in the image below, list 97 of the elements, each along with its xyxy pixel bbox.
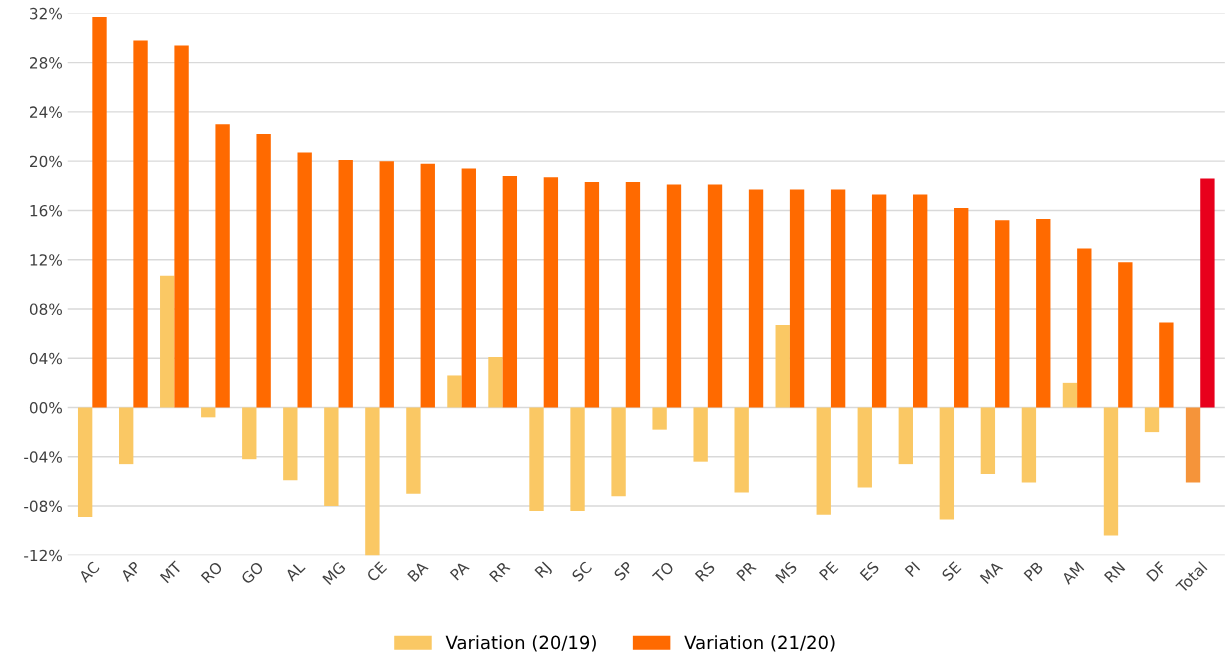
bar: [912, 194, 928, 408]
bar: [1118, 262, 1133, 408]
x-tick-label: CE: [365, 561, 388, 583]
bar: [625, 182, 641, 408]
x-tick-label: RR: [489, 560, 511, 583]
bar: [160, 275, 175, 408]
bar: [420, 163, 435, 408]
x-tick-label: MS: [774, 560, 798, 584]
x-tick-label: AM: [1060, 561, 1085, 585]
bar: [830, 189, 846, 408]
bar: [502, 175, 518, 408]
bar: [242, 407, 257, 460]
bar: [379, 161, 394, 408]
x-tick-label: PE: [818, 561, 839, 581]
bar: [365, 407, 380, 556]
bar: [1159, 322, 1174, 408]
y-tick-label: -12%: [24, 549, 62, 562]
y-tick-label: 04%: [29, 352, 62, 365]
bar: [652, 407, 667, 430]
bar: [338, 159, 353, 408]
bar: [529, 407, 544, 511]
bar: [570, 407, 585, 511]
bar: [256, 134, 271, 408]
bar: [283, 407, 298, 481]
y-tick-label: -08%: [24, 500, 62, 513]
y-tick-label: 08%: [29, 303, 62, 315]
x-tick-label: MT: [159, 560, 183, 584]
y-tick-label: 16%: [30, 204, 62, 217]
bar: [119, 407, 134, 465]
x-tick-label: AC: [77, 560, 101, 584]
bar: [748, 189, 764, 408]
bar: [447, 375, 462, 408]
x-tick-label: TO: [651, 560, 675, 584]
bar: [775, 324, 790, 408]
bar: [995, 220, 1010, 408]
bar: [816, 407, 831, 515]
bar: [201, 407, 216, 418]
y-tick-label: 24%: [30, 106, 62, 118]
bar: [215, 124, 230, 408]
bar: [543, 177, 559, 408]
y-tick-label: 32%: [30, 7, 62, 20]
x-tick-label: MG: [322, 561, 346, 586]
x-tick-label: PI: [904, 561, 921, 577]
bar: [898, 407, 913, 465]
x-tick-label: SP: [613, 560, 634, 582]
x-tick-label: PA: [449, 560, 470, 581]
bar: [611, 407, 626, 497]
bar: [1036, 219, 1051, 408]
x-tick-label: RO: [200, 560, 224, 584]
bar: [297, 152, 312, 408]
y-tick-label: 28%: [30, 57, 62, 69]
bar: [584, 182, 600, 408]
x-tick-label: PB: [1023, 561, 1044, 582]
y-tick-label: -04%: [24, 451, 62, 463]
bar: [1062, 382, 1078, 408]
bar: [857, 407, 872, 488]
bar: [871, 194, 887, 408]
bar: [1103, 407, 1119, 536]
y-tick-label: 12%: [30, 254, 62, 266]
legend-label: Variation (20/19): [445, 635, 596, 652]
bar: [707, 184, 723, 408]
x-tick-label: RN: [1103, 561, 1126, 583]
x-tick-label: SC: [571, 560, 593, 583]
bar: [324, 407, 339, 507]
bar: [1021, 407, 1037, 483]
x-tick-label: MA: [979, 560, 1004, 584]
x-tick-label: AL: [284, 560, 306, 582]
bar: [488, 356, 503, 408]
bar: [174, 45, 189, 408]
x-tick-label: AP: [119, 560, 142, 583]
bar: [1185, 407, 1201, 483]
bar: [406, 407, 421, 494]
x-tick-label: GO: [240, 560, 265, 585]
bar: [954, 207, 969, 408]
bar: [92, 17, 107, 408]
y-tick-label: 00%: [29, 401, 62, 414]
bar: [980, 407, 996, 474]
bar: [461, 168, 476, 408]
x-tick-label: RS: [694, 560, 716, 582]
bar: [1144, 407, 1160, 433]
bar: [133, 40, 148, 408]
x-tick-label: BA: [407, 560, 429, 583]
bar: [734, 407, 749, 493]
y-tick-label: 20%: [30, 155, 62, 168]
x-tick-label: DF: [1146, 561, 1167, 582]
x-tick-label: RJ: [534, 561, 553, 581]
bar: [666, 184, 682, 408]
x-tick-label: ES: [859, 560, 880, 582]
x-tick-label: SE: [941, 561, 962, 582]
x-tick-label: PR: [736, 560, 757, 582]
legend-label: Variation (21/20): [684, 635, 835, 652]
bar: [939, 407, 955, 520]
bar: [1200, 178, 1215, 408]
bar: [77, 407, 93, 518]
bar: [789, 189, 805, 408]
bar: [1077, 248, 1092, 408]
bar: [693, 407, 708, 462]
